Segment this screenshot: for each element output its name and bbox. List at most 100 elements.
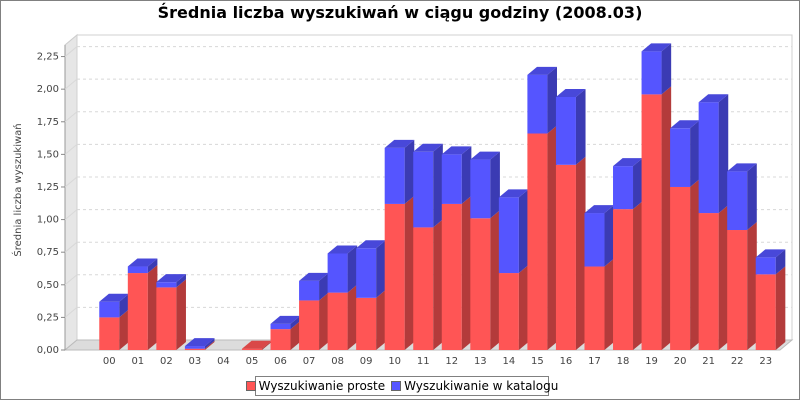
y-tick-label: 0,50 <box>37 280 59 291</box>
bar-top-06 <box>270 315 301 324</box>
x-tick-08: 08 <box>331 356 344 367</box>
bar-catalog-17 <box>584 213 605 267</box>
bar-catalog-15 <box>527 74 548 134</box>
x-tick-14: 14 <box>502 356 515 367</box>
x-tick-10: 10 <box>388 356 401 367</box>
bar-top-09 <box>356 240 386 249</box>
y-tick-label: 1,00 <box>37 215 59 226</box>
bar-catalog-side-11 <box>433 143 443 228</box>
bar-simple-02 <box>156 287 177 350</box>
x-tick-01: 01 <box>131 356 144 367</box>
bar-top-18 <box>613 158 643 167</box>
bar-simple-side-11 <box>433 219 443 350</box>
bar-simple-side-17 <box>604 258 615 350</box>
bar-simple-side-00 <box>119 309 129 350</box>
bar-catalog-side-14 <box>518 189 529 274</box>
bar-top-21 <box>698 94 729 103</box>
bar-catalog-side-18 <box>633 158 643 210</box>
bar-catalog-09 <box>356 248 377 298</box>
x-tick-05: 05 <box>246 356 259 367</box>
bar-simple-side-14 <box>518 265 529 350</box>
bar-top-20 <box>670 120 700 129</box>
bar-catalog-side-20 <box>690 120 700 187</box>
bar-simple-00 <box>99 317 120 350</box>
bar-catalog-side-16 <box>575 88 586 165</box>
y-axis-ticks: 0,00 0,25 0,50 0,75 1,00 1,25 1,50 1,75 2,00 2,25 <box>37 52 65 356</box>
y-tick-label: 2,00 <box>37 84 59 95</box>
bar-simple-22 <box>727 230 748 350</box>
y-tick-label: 0,00 <box>37 345 59 356</box>
bar-catalog-16 <box>555 96 576 165</box>
bar-simple-20 <box>670 186 691 350</box>
bar-catalog-side-10 <box>404 139 415 204</box>
bar-catalog-20 <box>670 128 691 187</box>
bar-simple-10 <box>384 203 405 350</box>
gridline-wall <box>64 143 78 155</box>
bar-catalog-03 <box>184 346 205 349</box>
bar-simple-01 <box>127 273 148 350</box>
x-tick-15: 15 <box>531 356 544 367</box>
bar-catalog-10 <box>384 147 405 204</box>
bar-simple-side-13 <box>490 210 500 350</box>
bar-catalog-side-13 <box>490 151 500 219</box>
x-tick-06: 06 <box>274 356 287 367</box>
x-tick-07: 07 <box>303 356 316 367</box>
x-tick-03: 03 <box>189 356 202 367</box>
bar-catalog-12 <box>441 154 462 204</box>
x-tick-02: 02 <box>160 356 173 367</box>
bar-top-02 <box>156 274 186 283</box>
bar-catalog-01 <box>127 266 148 274</box>
bar-simple-side-08 <box>347 284 358 350</box>
bar-catalog-14 <box>498 197 519 274</box>
legend-label-catalog: Wyszukiwanie w katalogu <box>404 379 559 393</box>
bar-top-07 <box>299 272 329 281</box>
bar-simple-07 <box>299 300 320 350</box>
bar-catalog-07 <box>299 280 320 301</box>
y-axis-label: Średnia liczba wyszukiwań <box>11 123 24 256</box>
bar-simple-13 <box>470 218 491 350</box>
bar-catalog-side-23 <box>775 249 786 275</box>
bar-simple-side-02 <box>176 279 186 350</box>
legend-swatch-catalog <box>391 381 402 391</box>
bar-simple-side-10 <box>404 195 415 350</box>
bar-catalog-side-12 <box>461 146 472 204</box>
bar-top-08 <box>327 245 358 254</box>
bar-top-11 <box>413 143 443 152</box>
bar-simple-side-05 <box>261 340 272 350</box>
gridline-wall <box>64 241 78 253</box>
bar-simple-08 <box>327 292 348 350</box>
gridline-wall <box>64 46 78 57</box>
bar-simple-05 <box>241 348 262 350</box>
bar-simple-side-16 <box>575 156 586 350</box>
bar-catalog-side-09 <box>376 240 386 298</box>
bar-top-17 <box>584 205 615 214</box>
gridline-wall <box>64 307 78 318</box>
bar-catalog-side-00 <box>119 293 129 318</box>
bar-catalog-08 <box>327 253 348 293</box>
x-tick-00: 00 <box>103 356 116 367</box>
bar-simple-21 <box>698 213 719 350</box>
bar-top-00 <box>99 293 129 302</box>
bar-catalog-06 <box>270 323 291 330</box>
x-tick-22: 22 <box>731 356 744 367</box>
bar-simple-14 <box>498 273 519 350</box>
y-tick-label: 1,50 <box>37 149 59 160</box>
x-tick-16: 16 <box>560 356 573 367</box>
bar-simple-side-01 <box>147 265 158 350</box>
bar-simple-side-09 <box>376 289 386 350</box>
bar-simple-18 <box>613 209 634 350</box>
legend-swatch-simple <box>245 381 256 391</box>
bar-top-15 <box>527 66 557 75</box>
bar-catalog-11 <box>413 151 434 228</box>
bar-top-14 <box>498 189 529 198</box>
bar-simple-side-23 <box>775 266 786 350</box>
bar-simple-03 <box>184 348 205 350</box>
bar-catalog-side-21 <box>718 94 729 214</box>
bar-top-01 <box>127 258 158 267</box>
bar-top-16 <box>555 88 586 97</box>
bar-catalog-side-01 <box>147 258 158 274</box>
bar-catalog-19 <box>641 51 662 95</box>
bar-simple-06 <box>270 329 291 350</box>
y-tick-label: 1,25 <box>37 182 59 193</box>
